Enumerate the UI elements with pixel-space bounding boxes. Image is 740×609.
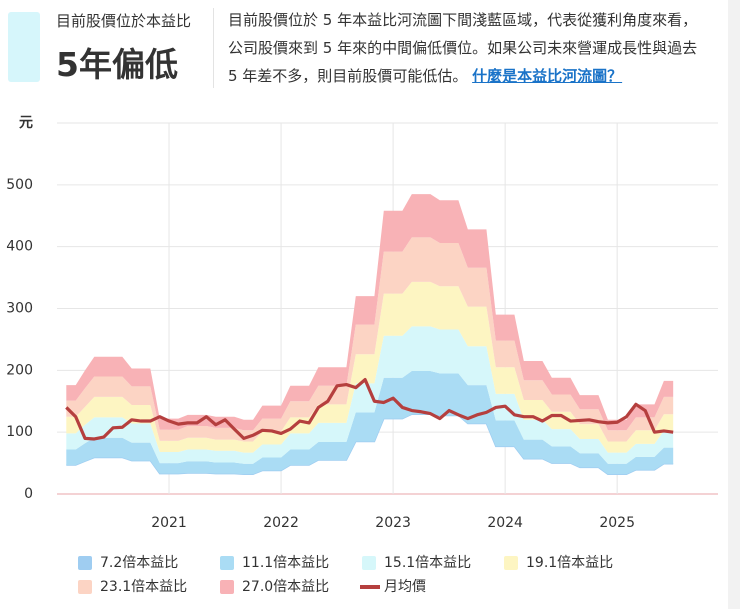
- x-tick-label: 2025: [599, 515, 635, 531]
- legend-label: 11.1倍本益比: [242, 555, 329, 571]
- y-tick-label: 0: [24, 486, 33, 502]
- legend-swatch: [220, 556, 234, 570]
- x-tick-label: 2021: [151, 515, 187, 531]
- legend-swatch: [504, 556, 518, 570]
- y-tick-label: 500: [6, 177, 33, 193]
- river-band: [66, 326, 674, 464]
- badge: [8, 12, 40, 82]
- help-link[interactable]: 什麼是本益比河流圖？: [472, 67, 623, 85]
- x-tick-label: 2024: [487, 515, 523, 531]
- scrollbar: [728, 0, 740, 609]
- price-line: [65, 378, 674, 441]
- legend-label: 19.1倍本益比: [526, 555, 613, 571]
- description-text: 目前股價位於 5 年本益比河流圖下間淺藍區域，代表從獲利角度來看，公司股價來到 …: [228, 11, 698, 85]
- summary-header: 目前股價位於本益比 5年偏低 目前股價位於 5 年本益比河流圖下間淺藍區域，代表…: [0, 0, 728, 96]
- river-band: [66, 281, 674, 453]
- y-tick-label: 400: [6, 239, 33, 255]
- x-tick-label: 2023: [375, 515, 411, 531]
- x-tick-label: 2022: [263, 515, 299, 531]
- description: 目前股價位於 5 年本益比河流圖下間淺藍區域，代表從獲利角度來看，公司股價來到 …: [228, 6, 708, 90]
- summary-title: 5年偏低: [56, 45, 178, 84]
- river-band: [66, 370, 674, 475]
- legend-swatch: [78, 580, 92, 594]
- divider: [213, 8, 214, 88]
- legend-label: 月均價: [384, 578, 426, 595]
- y-axis-label: 元: [19, 115, 33, 131]
- river-band: [66, 237, 674, 442]
- summary-subtitle: 目前股價位於本益比: [56, 12, 192, 30]
- bands: [66, 194, 674, 475]
- legend-swatch: [78, 556, 92, 570]
- legend-label: 23.1倍本益比: [100, 579, 187, 595]
- legend-swatch: [220, 580, 234, 594]
- legend-label: 27.0倍本益比: [242, 579, 329, 595]
- y-tick-label: 200: [6, 362, 33, 378]
- y-tick-label: 300: [6, 301, 33, 317]
- legend-label: 7.2倍本益比: [100, 555, 178, 571]
- legend-swatch: [362, 556, 376, 570]
- river-band: [66, 194, 674, 431]
- y-tick-label: 100: [6, 424, 33, 440]
- legend-label: 15.1倍本益比: [384, 555, 471, 571]
